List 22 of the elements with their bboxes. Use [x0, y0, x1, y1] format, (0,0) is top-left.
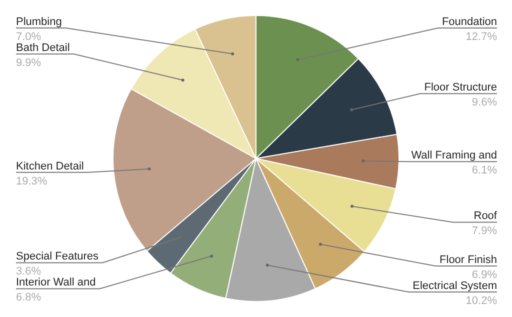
slice-label: Floor Structure — [424, 82, 497, 94]
slice-label: Roof — [474, 210, 498, 222]
data-label: 3.6% — [16, 266, 42, 278]
data-label: 10.2% — [466, 295, 498, 307]
data-label: 12.7% — [466, 31, 498, 43]
data-label: 19.3% — [16, 175, 48, 188]
data-label: 6.1% — [472, 164, 498, 177]
slice-label: Interior Wall and — [16, 276, 96, 289]
slice-label: Kitchen Detail — [16, 160, 84, 172]
data-label: 9.6% — [472, 96, 498, 109]
slice-label: Plumbing — [16, 16, 62, 28]
slice-label: Bath Detail — [16, 42, 70, 54]
data-label: 6.8% — [16, 292, 42, 304]
data-label: 7.9% — [472, 225, 498, 238]
slice-label: Wall Framing and — [411, 150, 497, 162]
data-label: 7.0% — [16, 31, 42, 43]
slice-label: Electrical System — [412, 280, 497, 292]
slice-label: Special Features — [16, 250, 100, 263]
slice-label: Floor Finish — [440, 254, 497, 266]
data-label: 6.9% — [472, 269, 498, 281]
data-label: 9.9% — [16, 57, 42, 69]
slice-label: Foundation — [442, 16, 497, 28]
